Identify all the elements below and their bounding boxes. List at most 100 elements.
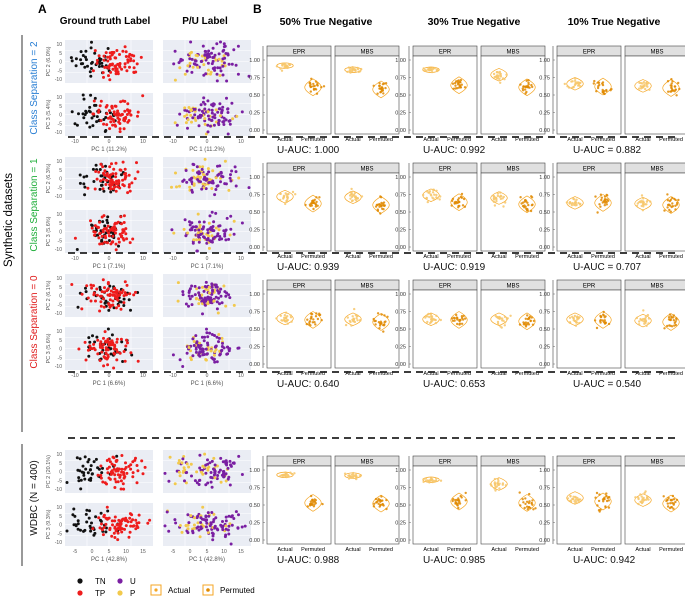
- violin-point: [534, 507, 537, 510]
- scatter-point: [198, 453, 202, 457]
- violin-y-tick: 0.50: [395, 93, 406, 99]
- violin-point: [522, 201, 525, 204]
- violin-point: [439, 195, 442, 198]
- scatter-point: [112, 225, 116, 229]
- violin-point: [309, 90, 312, 93]
- scatter-point: [198, 238, 201, 242]
- facet-panel: [556, 172, 622, 252]
- violin-point: [673, 85, 676, 88]
- scatter-point: [119, 337, 123, 341]
- violin-point: [563, 82, 566, 86]
- scatter-point: [136, 359, 140, 363]
- scatter-point: [198, 354, 202, 358]
- violin-point: [521, 87, 524, 90]
- violin-y-tick: 0.25: [249, 228, 260, 234]
- violin-point: [609, 89, 612, 92]
- scatter-point: [182, 466, 186, 470]
- scatter-point: [102, 290, 106, 294]
- scatter-point: [210, 210, 214, 214]
- violin-point: [386, 315, 389, 318]
- violin-y-tick: 0.25: [249, 111, 260, 117]
- violin-point: [435, 477, 438, 480]
- violin-point: [308, 203, 312, 206]
- scatter-point: [225, 216, 229, 220]
- scatter-point: [99, 162, 103, 166]
- violin-point: [518, 491, 521, 494]
- scatter-point: [126, 520, 130, 524]
- violin-point: [379, 90, 383, 94]
- scatter-point: [98, 220, 102, 224]
- scatter-point: [110, 104, 114, 108]
- dividers-layer: [68, 136, 680, 439]
- scatter-point: [218, 468, 222, 472]
- violin-point: [310, 315, 313, 318]
- violin-x-tick: Actual: [635, 137, 650, 143]
- scatter-point: [204, 514, 208, 518]
- violin-point: [601, 319, 604, 322]
- scatter-point: [127, 55, 131, 58]
- scatter-point: [96, 466, 100, 470]
- scatter-point: [92, 99, 96, 103]
- scatter-point: [209, 471, 213, 474]
- scatter-point: [218, 114, 222, 118]
- scatter-point: [199, 516, 203, 520]
- violin-y-tick: 0.00: [249, 538, 260, 544]
- scatter-point: [113, 486, 117, 489]
- violin-point: [314, 88, 318, 91]
- scatter-point: [218, 102, 222, 106]
- scatter-point: [83, 455, 87, 459]
- scatter-point: [119, 113, 123, 117]
- scatter-point: [213, 53, 217, 57]
- violin-y-tick: 0.00: [249, 362, 260, 368]
- scatter-point: [211, 288, 214, 292]
- violin-y-tick: 0.75: [249, 310, 260, 316]
- scatter-point: [212, 220, 216, 224]
- scatter-point: [115, 111, 119, 115]
- scatter-point: [226, 466, 230, 470]
- scatter-point: [115, 288, 119, 292]
- scatter-point: [110, 519, 114, 523]
- scatter-point: [220, 110, 224, 114]
- violin-x-tick: Permuted: [515, 137, 539, 143]
- y-tick-label: -10: [55, 364, 62, 370]
- scatter-point: [109, 289, 113, 293]
- violin-point: [286, 322, 289, 325]
- scatter-point: [214, 176, 218, 180]
- x-tick-label: -10: [169, 373, 176, 379]
- violin-point: [600, 198, 603, 202]
- violin-point: [464, 491, 467, 495]
- violin-point: [671, 80, 674, 83]
- scatter-point: [118, 130, 122, 134]
- violin-point: [427, 312, 430, 316]
- scatter-point: [201, 100, 205, 104]
- violin-point: [524, 92, 527, 95]
- violin-point: [601, 90, 604, 93]
- violin-y-tick: 0.75: [539, 310, 550, 316]
- scatter-point: [79, 528, 82, 532]
- scatter-point: [114, 124, 118, 128]
- scatter-point: [212, 123, 216, 127]
- scatter-point: [212, 518, 216, 521]
- violin-x-tick: Permuted: [515, 254, 539, 260]
- scatter-point: [206, 531, 210, 534]
- violin-point: [314, 205, 318, 208]
- violin-point: [385, 498, 388, 502]
- scatter-point: [193, 62, 197, 66]
- violin-point: [321, 502, 324, 506]
- scatter-point: [201, 165, 205, 169]
- violin-point: [293, 472, 296, 475]
- violin-point: [605, 203, 608, 206]
- violin-point: [358, 70, 362, 73]
- scatter-point: [124, 344, 128, 348]
- scatter-point: [122, 297, 126, 301]
- violin-point: [666, 80, 670, 83]
- x-tick-label: 5: [206, 549, 209, 555]
- scatter-point: [212, 229, 216, 233]
- scatter-point: [108, 460, 112, 464]
- scatter-point: [209, 72, 212, 76]
- scatter-point: [197, 108, 201, 112]
- violin-point: [434, 321, 438, 325]
- violin-point: [435, 193, 438, 197]
- scatter-point: [204, 299, 208, 303]
- scatter-point: [99, 476, 103, 480]
